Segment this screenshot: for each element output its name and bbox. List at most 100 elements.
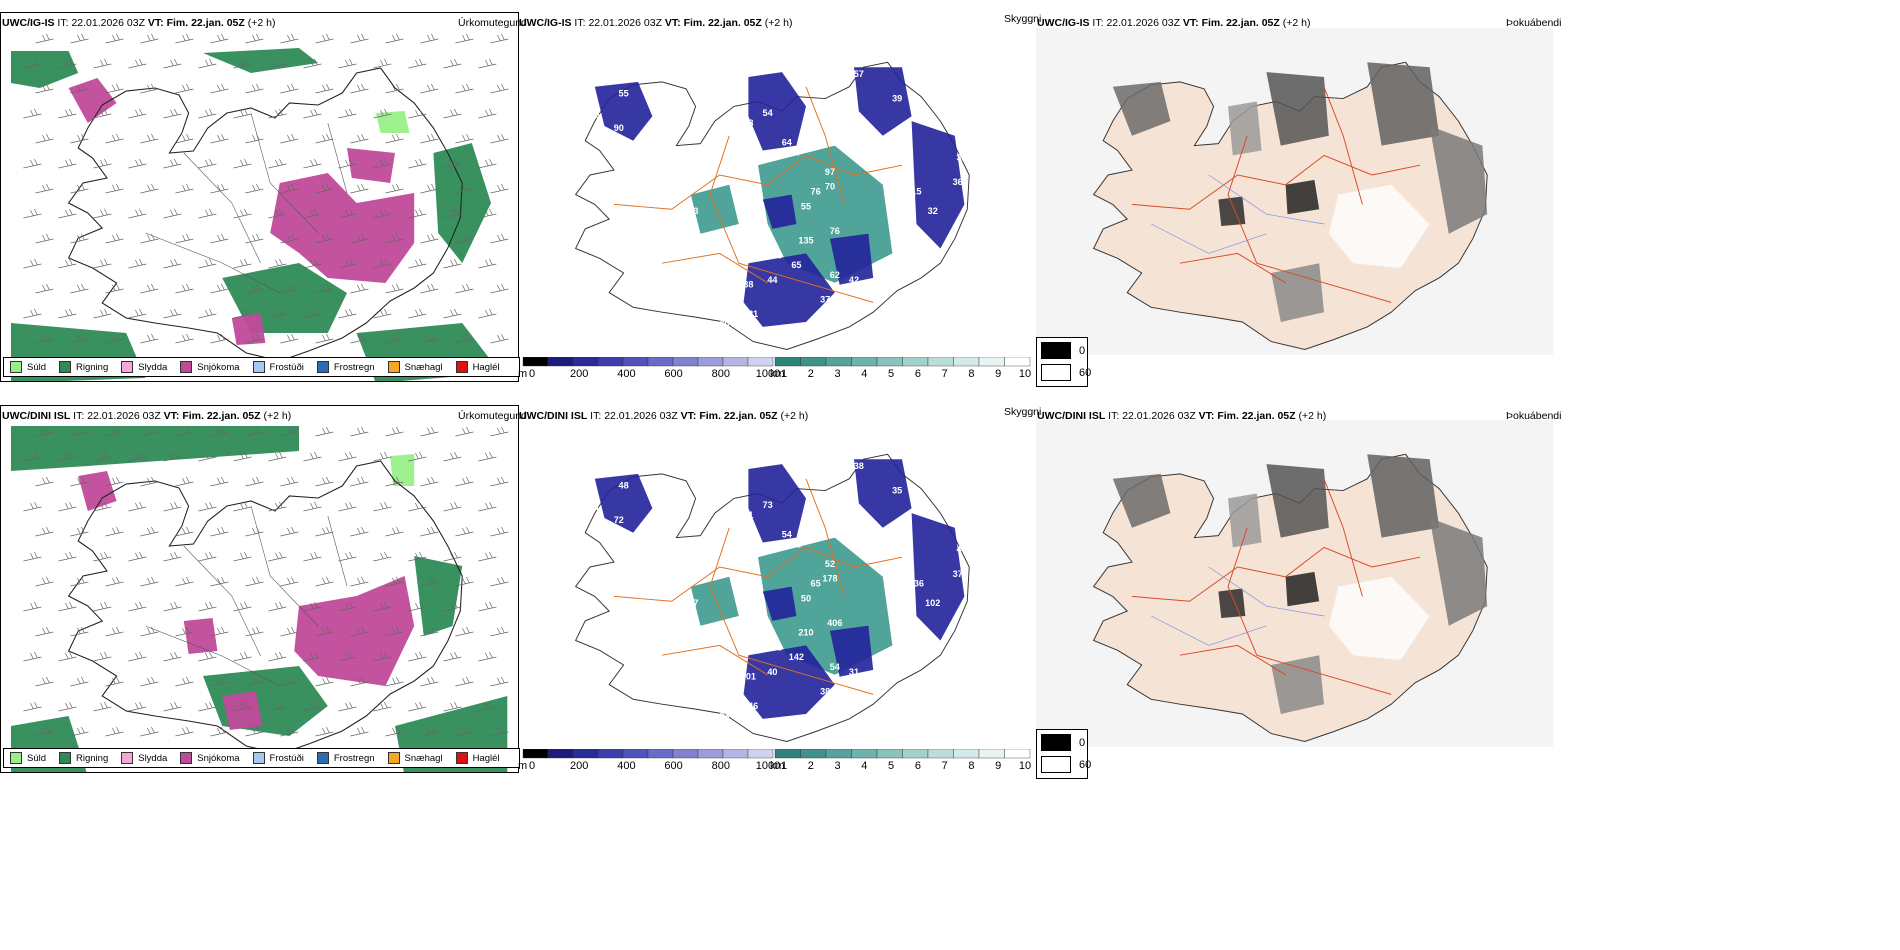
visibility-value-label: 54 bbox=[763, 108, 774, 118]
precip-map bbox=[11, 426, 509, 772]
colorbar-tick: 3 bbox=[834, 368, 841, 380]
elevation-colorbar-row2: m 0 200 400 600 800 1000 bbox=[518, 749, 781, 779]
header-row2-visibility: UWC/DINI ISL IT: 22.01.2026 03Z VT: Fim.… bbox=[519, 410, 808, 422]
visibility-value-label: 55 bbox=[619, 89, 629, 99]
visibility-value-label: 35 bbox=[892, 485, 902, 495]
visibility-value-label: 95 bbox=[590, 110, 600, 120]
visibility-value-label: 44 bbox=[956, 544, 967, 554]
legend-label: Frostregn bbox=[333, 752, 375, 764]
model-name: UWC/DINI ISL bbox=[1037, 410, 1106, 422]
it-value: 22.01.2026 03Z bbox=[71, 17, 145, 29]
colorbar-tick: 1000 bbox=[755, 760, 781, 772]
visibility-value-label: 46 bbox=[748, 701, 758, 711]
colorbar-tick: 7 bbox=[941, 760, 948, 772]
visibility-value-label: 38 bbox=[743, 280, 753, 290]
visibility-value-label: 60 bbox=[719, 319, 729, 329]
precip-legend-item: Súld bbox=[10, 361, 46, 373]
visibility-value-label: 90 bbox=[614, 123, 624, 133]
colorbar-strip bbox=[522, 357, 774, 367]
colorbar-tick: 10 bbox=[1018, 760, 1032, 772]
it-value: 22.01.2026 03Z bbox=[588, 17, 662, 29]
colorbar-tick: 9 bbox=[995, 760, 1002, 772]
visibility-value-label: 47 bbox=[748, 196, 758, 206]
colorbar-strip bbox=[522, 749, 774, 759]
visibility-value-label: 52 bbox=[825, 559, 835, 569]
visibility-value-label: 57 bbox=[854, 69, 864, 79]
visibility-value-label: 84 bbox=[897, 588, 908, 598]
visibility-panel-row2: 86 37 48 67 79 71 72 61 73 59 54 56 38 35 33 33 42 44 37 47… bbox=[518, 420, 1034, 747]
precip-legend-item: Rigning bbox=[59, 361, 108, 373]
colorbar-tick: 800 bbox=[711, 760, 730, 772]
visibility-value-label: 57 bbox=[585, 89, 595, 99]
fog-panel-row2 bbox=[1036, 420, 1553, 747]
colorbar-tick: 5 bbox=[888, 760, 895, 772]
panel-title-precip-row1: Úrkomutegund bbox=[458, 17, 527, 29]
visibility-value-label: 42 bbox=[956, 525, 966, 535]
it-label: IT: bbox=[574, 17, 586, 29]
model-name: UWC/DINI ISL bbox=[2, 410, 71, 422]
lead-time: (+2 h) bbox=[1282, 17, 1311, 29]
legend-swatch bbox=[59, 752, 72, 764]
vt-label: VT: bbox=[1182, 17, 1199, 29]
visibility-value-label: 127 bbox=[683, 598, 698, 608]
fog-legend-min: 0 bbox=[1079, 344, 1086, 357]
legend-swatch bbox=[455, 752, 468, 764]
colorbar-tick: 1 bbox=[780, 368, 788, 380]
visibility-value-label: 47 bbox=[748, 588, 758, 598]
visibility-value-label: 31 bbox=[849, 667, 859, 677]
legend-swatch bbox=[316, 361, 329, 373]
it-value: 22.01.2026 03Z bbox=[1106, 17, 1180, 29]
colorbar-tick: 10 bbox=[1018, 368, 1032, 380]
vt-value: Fim. 22.jan. 05Z bbox=[182, 410, 261, 422]
visibility-value-label: 36 bbox=[953, 177, 963, 187]
visibility-value-label: 54 bbox=[782, 530, 793, 540]
it-label: IT: bbox=[1108, 410, 1120, 422]
colorbar-tick: 600 bbox=[664, 368, 683, 380]
visibility-value-label: 55 bbox=[801, 201, 811, 211]
legend-label: Haglél bbox=[472, 752, 500, 764]
visibility-value-label: 70 bbox=[825, 182, 835, 192]
precip-legend-item: Frostregn bbox=[316, 361, 375, 373]
model-name: UWC/DINI ISL bbox=[519, 410, 588, 422]
vt-value: Fim. 22.jan. 05Z bbox=[683, 17, 762, 29]
visibility-value-label: 142 bbox=[789, 652, 804, 662]
colorbar-tick: 1000 bbox=[755, 368, 781, 380]
visibility-value-label: 72 bbox=[614, 515, 624, 525]
fog-legend-row1: 0 60 bbox=[1036, 337, 1091, 387]
visibility-value-label: 65 bbox=[791, 260, 801, 270]
legend-label: Haglél bbox=[472, 361, 500, 373]
colorbar-tick: 2 bbox=[807, 760, 814, 772]
precip-legend-item: Frostúði bbox=[252, 361, 304, 373]
model-name: UWC/IG-IS bbox=[2, 17, 55, 29]
colorbar-strip bbox=[774, 749, 1031, 759]
vt-value: Fim. 22.jan. 05Z bbox=[1217, 410, 1296, 422]
panel-title-visibility-row2: Skyggni bbox=[1004, 406, 1042, 418]
visibility-value-label: 32 bbox=[956, 152, 966, 162]
precip-legend-item: Haglél bbox=[455, 752, 500, 764]
legend-label: Slydda bbox=[138, 752, 168, 764]
visibility-value-label: 32 bbox=[928, 206, 938, 216]
visibility-value-label: 953 bbox=[683, 206, 698, 216]
legend-label: Snæhagl bbox=[404, 752, 443, 764]
colorbar-tick: 3 bbox=[834, 760, 841, 772]
legend-swatch bbox=[316, 752, 329, 764]
colorbar-tick: 1 bbox=[780, 760, 788, 772]
model-name: UWC/IG-IS bbox=[1037, 17, 1090, 29]
visibility-value-label: 37 bbox=[953, 569, 963, 579]
vt-label: VT: bbox=[147, 17, 164, 29]
legend-swatch bbox=[252, 752, 265, 764]
precip-legend-row2: Súld Rigning Slydda Snjókoma Frostúði Frostre… bbox=[3, 748, 520, 768]
visibility-value-label: 59 bbox=[748, 534, 758, 544]
colorbar-tick: 4 bbox=[861, 368, 868, 380]
visibility-value-label: 86 bbox=[580, 436, 590, 446]
model-name: UWC/IG-IS bbox=[519, 17, 572, 29]
precip-legend-item: Slydda bbox=[121, 361, 167, 373]
visibility-value-label: 78 bbox=[743, 118, 753, 128]
visibility-value-label: 37 bbox=[595, 456, 605, 466]
visibility-value-label: 48 bbox=[619, 481, 629, 491]
legend-label: Frostúði bbox=[269, 752, 304, 764]
visibility-value-label: 27 bbox=[897, 196, 907, 206]
panel-title-fog-row1: Þokuábendi bbox=[1506, 17, 1562, 29]
visibility-value-label: 80 bbox=[772, 250, 782, 260]
fog-legend-row2: 0 60 bbox=[1036, 729, 1091, 779]
